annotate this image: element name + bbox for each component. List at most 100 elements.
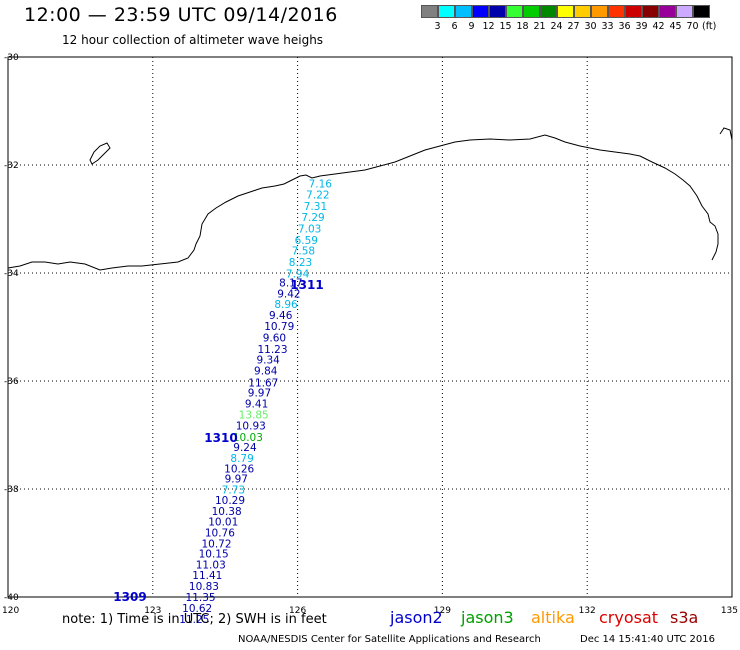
swh-value: 7.22 <box>306 189 329 201</box>
pass-number: 1310 <box>204 431 237 445</box>
pass-number: 1311 <box>290 278 323 292</box>
longitude-label: 126 <box>289 606 306 616</box>
legend-swatch <box>591 5 608 18</box>
satellite-legend-item: altika <box>531 608 575 627</box>
legend-tick-label: 12 <box>482 21 495 32</box>
cape-outline <box>719 127 733 141</box>
swh-value: 7.03 <box>298 224 321 236</box>
legend-swatch <box>625 5 642 18</box>
legend-unit: (ft) <box>702 21 717 32</box>
satellite-legend-item: cryosat <box>599 608 659 627</box>
swh-value: 7.73 <box>222 484 245 496</box>
swh-value: 10.83 <box>189 581 219 593</box>
swh-value: 7.31 <box>304 201 327 213</box>
satellite-legend-item: jason2 <box>390 608 443 627</box>
swh-value: 10.15 <box>199 549 229 561</box>
longitude-label: 123 <box>144 606 161 616</box>
longitude-label: 120 <box>2 606 19 616</box>
legend-swatch <box>489 5 506 18</box>
swh-value: 11.23 <box>257 344 287 356</box>
swh-value: 9.34 <box>256 355 280 367</box>
swh-value: 11.35 <box>186 592 216 604</box>
pass-labels: 1311 1310 1309 <box>113 278 323 604</box>
swh-value: 10.76 <box>205 528 235 540</box>
swh-value: 8.96 <box>274 299 298 311</box>
legend-tick-label: 36 <box>618 21 631 32</box>
swh-value: 9.24 <box>233 442 257 454</box>
legend-tick-label: 30 <box>584 21 597 32</box>
legend-tick-label: 21 <box>533 21 546 32</box>
swh-value: 8.23 <box>289 257 312 269</box>
longitude-label: 129 <box>434 606 451 616</box>
swh-value: 10.03 <box>233 432 263 444</box>
legend-swatch <box>693 5 710 18</box>
legend-swatch <box>421 5 438 18</box>
swh-value: 10.38 <box>212 506 242 518</box>
latitude-label: -34 <box>4 269 19 279</box>
swh-value: 11.03 <box>196 559 226 571</box>
satellite-legend-item: jason3 <box>461 608 514 627</box>
legend-swatch <box>676 5 693 18</box>
swh-value: 13.85 <box>239 409 269 421</box>
swh-value: 7.16 <box>309 179 333 191</box>
legend-tick-label: 15 <box>499 21 512 32</box>
color-scale-legend: 3 6 9 12 15 18 21 24 27 30 33 36 39 42 45 70 (ft) <box>421 5 716 32</box>
swh-value: 9.97 <box>248 388 271 400</box>
latitude-label: -36 <box>4 377 19 387</box>
swh-value: 9.60 <box>263 333 286 345</box>
legend-tick-label: 70 <box>686 21 699 32</box>
legend-labels: 3 6 9 12 15 18 21 24 27 30 33 36 39 42 45 70 (ft) <box>421 21 716 32</box>
legend-swatch <box>472 5 489 18</box>
swh-value: 10.72 <box>201 538 231 550</box>
legend-tick-label: 33 <box>601 21 614 32</box>
legend-swatch <box>659 5 676 18</box>
swh-value: 10.62 <box>182 603 212 615</box>
coastline <box>7 134 719 271</box>
legend-tick-label: 9 <box>468 21 475 32</box>
legend-tick-label: 27 <box>567 21 580 32</box>
swh-value: 6.59 <box>295 235 318 247</box>
latitude-label: -40 <box>4 593 19 603</box>
legend-swatch <box>523 5 540 18</box>
legend-swatch <box>557 5 574 18</box>
legend-swatch <box>642 5 659 18</box>
map-frame <box>7 56 733 598</box>
legend-tick-label: 39 <box>635 21 648 32</box>
latitude-label: -30 <box>4 53 19 63</box>
footnote: note: 1) Time is in UTC; 2) SWH is in fe… <box>62 612 327 627</box>
legend-swatch <box>455 5 472 18</box>
swh-value: 10.26 <box>224 463 254 475</box>
swh-value: 9.46 <box>269 310 293 322</box>
legend-tick-label: 6 <box>451 21 458 32</box>
latitude-label: -38 <box>4 485 19 495</box>
swh-value: 11.67 <box>248 377 278 389</box>
legend-tick-label: 45 <box>669 21 682 32</box>
legend-tick-label: 3 <box>434 21 441 32</box>
map-title: 12:00 — 23:59 UTC 09/14/2016 <box>24 4 338 26</box>
swh-value: 11.41 <box>192 570 222 582</box>
legend-swatches <box>421 5 716 18</box>
credit-line: NOAA/NESDIS Center for Satellite Applica… <box>238 634 541 645</box>
longitude-label: 135 <box>721 606 738 616</box>
latitude-label: -32 <box>4 161 19 171</box>
generated-timestamp: Dec 14 15:41:40 UTC 2016 <box>580 634 715 645</box>
graticule-grid: -30 -32 -34 -36 -38 -40 120 123 126 129 132 135 <box>2 53 738 616</box>
swh-value: 10.01 <box>208 517 238 529</box>
island <box>89 142 111 165</box>
swh-value: 8.17 <box>279 278 302 290</box>
swh-value: 11.25 <box>179 614 209 626</box>
swh-value: 10.29 <box>215 495 245 507</box>
swh-value: 7.58 <box>292 246 315 258</box>
swh-value: 7.29 <box>301 212 324 224</box>
legend-tick-label: 18 <box>516 21 529 32</box>
swh-value: 10.93 <box>236 421 266 433</box>
satellite-legend-item: s3a <box>670 608 699 627</box>
legend-swatch <box>608 5 625 18</box>
pass-number: 1309 <box>113 590 146 604</box>
swh-value: 9.84 <box>254 366 278 378</box>
swh-value: 10.79 <box>264 321 294 333</box>
swh-value: 9.42 <box>277 288 300 300</box>
swh-value: 8.79 <box>230 453 253 465</box>
legend-swatch <box>506 5 523 18</box>
